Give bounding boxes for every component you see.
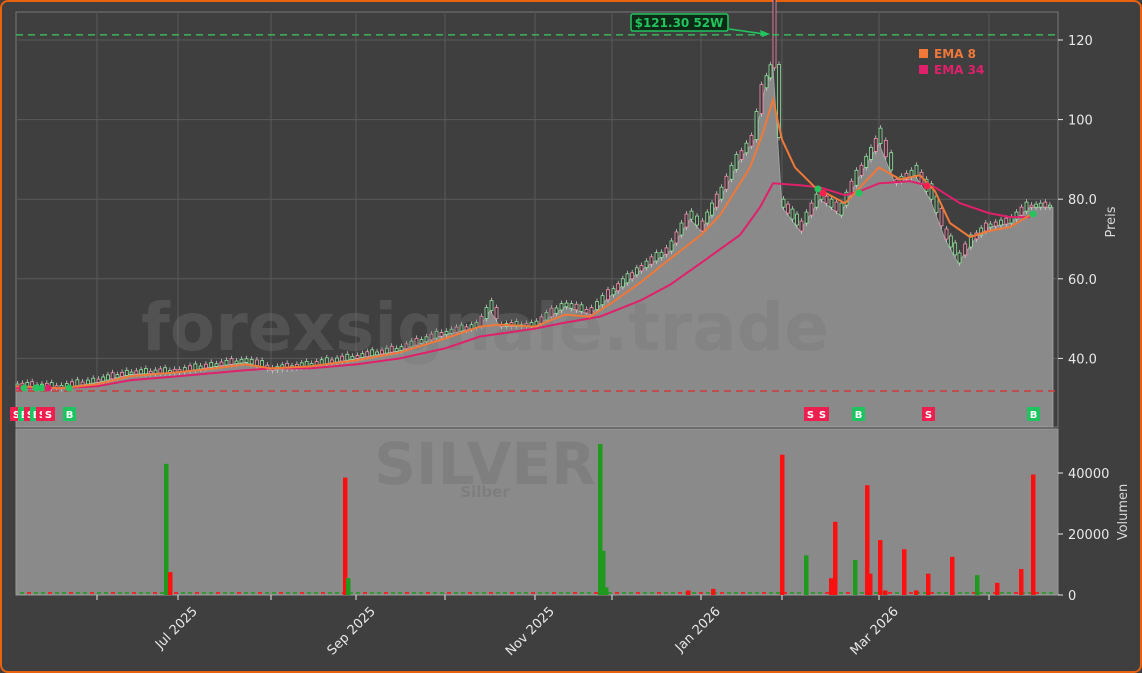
x-tick-label: Jan 2026 — [672, 604, 724, 656]
arrow-icon — [760, 30, 770, 37]
watermark-text: forexsignale.trade — [141, 289, 829, 366]
svg-text:B: B — [855, 410, 863, 421]
buy-signal: B — [1027, 407, 1040, 421]
x-tick-label: Mar 2026 — [848, 604, 902, 658]
legend: EMA 8 EMA 34 — [919, 47, 984, 77]
sell-signal: S — [804, 407, 817, 421]
svg-text:S: S — [13, 410, 20, 421]
svg-text:20000: 20000 — [1068, 528, 1109, 543]
volume-axis: 0 20000 40000 — [1058, 467, 1109, 604]
legend-ema34: EMA 34 — [934, 63, 984, 77]
svg-text:S: S — [925, 410, 932, 421]
sell-signal: S — [816, 407, 829, 421]
svg-text:S: S — [807, 410, 814, 421]
x-tick-label: Nov 2025 — [503, 604, 558, 659]
svg-text:S: S — [819, 410, 826, 421]
svg-text:0: 0 — [1068, 589, 1076, 604]
svg-text:120: 120 — [1068, 34, 1093, 49]
signal-markers: SBSBSSBSSBSB — [10, 407, 1040, 421]
x-tick-label: Sep 2025 — [325, 604, 379, 658]
svg-text:100: 100 — [1068, 114, 1093, 129]
svg-text:B: B — [1030, 410, 1038, 421]
x-tick-label: Jul 2025 — [152, 604, 201, 653]
crossover-markers — [18, 182, 1037, 392]
volume-axis-title: Volumen — [1116, 484, 1131, 541]
price-axis-title: Preis — [1104, 206, 1119, 237]
svg-text:60.0: 60.0 — [1068, 273, 1097, 288]
legend-swatch-ema8 — [919, 49, 928, 58]
symbol-watermark: SILVER — [374, 430, 596, 498]
52w-high-annotation: $121.30 52W — [630, 13, 770, 37]
sell-signal: S — [922, 407, 935, 421]
buy-signal: B — [63, 407, 76, 421]
svg-text:80.0: 80.0 — [1068, 193, 1097, 208]
symbol-subtitle: Silber — [460, 483, 510, 501]
legend-swatch-ema34 — [919, 65, 928, 74]
price-axis: 40.0 60.0 80.0 100 120 — [1058, 34, 1097, 367]
annotation-label: $121.30 52W — [635, 16, 724, 30]
svg-text:S: S — [45, 410, 52, 421]
volume-panel — [15, 428, 1059, 596]
ema34-line — [16, 180, 1030, 390]
volume-bars — [20, 444, 1053, 595]
sell-signal: S — [42, 407, 55, 421]
ema8-line — [15, 95, 1031, 390]
x-axis: Jul 2025 Sep 2025 Nov 2025 Jan 2026 Mar 2026 — [96, 595, 990, 659]
svg-text:B: B — [66, 410, 74, 421]
buy-signal: B — [852, 407, 865, 421]
legend-ema8: EMA 8 — [934, 47, 976, 61]
svg-text:40000: 40000 — [1068, 467, 1109, 482]
svg-text:40.0: 40.0 — [1068, 352, 1097, 367]
